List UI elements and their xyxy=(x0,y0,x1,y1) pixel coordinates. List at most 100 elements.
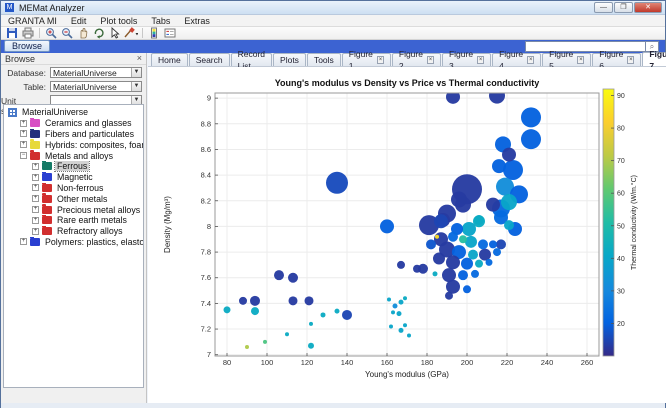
maximize-button[interactable]: ❐ xyxy=(614,2,633,13)
bubble[interactable] xyxy=(521,107,541,127)
tree-expander-icon[interactable]: + xyxy=(20,130,27,137)
bubble[interactable] xyxy=(503,160,523,180)
bubble[interactable] xyxy=(446,90,460,104)
bubble[interactable] xyxy=(403,296,407,300)
bubble[interactable] xyxy=(224,306,231,313)
bubble[interactable] xyxy=(342,310,352,320)
tree-expander-icon[interactable]: + xyxy=(20,141,27,148)
tree-expander-icon[interactable]: + xyxy=(32,206,39,213)
zoom-out-icon[interactable] xyxy=(59,27,74,39)
tree-item-materialuniverse[interactable]: MaterialUniverse xyxy=(4,107,143,118)
bubble[interactable] xyxy=(451,191,467,207)
bubble[interactable] xyxy=(397,261,405,269)
bubble[interactable] xyxy=(403,323,407,327)
bubble[interactable] xyxy=(433,271,438,276)
bubble[interactable] xyxy=(399,300,404,305)
bubble[interactable] xyxy=(407,333,411,337)
tree-item-hybrids-composites-foams-honeycombs-natu[interactable]: +Hybrids: composites, foams, honeycombs,… xyxy=(4,139,143,150)
bubble[interactable] xyxy=(393,303,398,308)
tree-item-precious-metal-alloys[interactable]: +Precious metal alloys xyxy=(4,204,143,215)
pan-icon[interactable] xyxy=(75,27,90,39)
bubble[interactable] xyxy=(486,259,493,266)
tree-item-rare-earth-metals[interactable]: +Rare earth metals xyxy=(4,215,143,226)
bubble[interactable] xyxy=(413,265,421,273)
bubble[interactable] xyxy=(433,252,445,264)
tab-close-icon[interactable]: × xyxy=(377,56,384,64)
chevron-down-icon[interactable]: ▼ xyxy=(131,68,141,77)
close-button[interactable]: ✕ xyxy=(634,2,662,13)
bubble[interactable] xyxy=(245,345,249,349)
tree-item-metals-and-alloys[interactable]: −Metals and alloys xyxy=(4,150,143,161)
data-cursor-icon[interactable] xyxy=(107,27,122,39)
bubble[interactable] xyxy=(309,322,313,326)
zoom-in-icon[interactable] xyxy=(43,27,58,39)
minimize-button[interactable]: — xyxy=(594,2,613,13)
tab-tools[interactable]: Tools xyxy=(307,53,341,66)
rotate-3d-icon[interactable] xyxy=(91,27,106,39)
tree-expander-icon[interactable]: + xyxy=(32,195,39,202)
tree-item-fibers-and-particulates[interactable]: +Fibers and particulates xyxy=(4,129,143,140)
bubble[interactable] xyxy=(446,255,460,269)
bubble[interactable] xyxy=(289,296,298,305)
chevron-down-icon[interactable]: ▼ xyxy=(131,82,141,91)
browse-button[interactable]: Browse xyxy=(4,40,50,52)
bubble[interactable] xyxy=(263,340,267,344)
bubble[interactable] xyxy=(380,219,394,233)
brush-icon[interactable] xyxy=(123,27,138,39)
tree-expander-icon[interactable]: + xyxy=(32,184,39,191)
bubble[interactable] xyxy=(274,270,284,280)
menu-item-extras[interactable]: Extras xyxy=(177,15,217,27)
bubble[interactable] xyxy=(285,332,289,336)
bubble[interactable] xyxy=(305,296,314,305)
bubble[interactable] xyxy=(463,285,471,293)
tree-item-other-metals[interactable]: +Other metals xyxy=(4,193,143,204)
insert-colorbar-icon[interactable] xyxy=(146,27,161,39)
field-combo-0[interactable]: MaterialUniverse▼ xyxy=(50,67,142,78)
bubble[interactable] xyxy=(496,239,506,249)
save-icon[interactable] xyxy=(4,27,19,39)
tab-close-icon[interactable]: × xyxy=(627,56,634,64)
tab-search[interactable]: Search xyxy=(189,53,230,66)
tab-close-icon[interactable]: × xyxy=(527,56,534,64)
bubble[interactable] xyxy=(486,198,500,212)
bubble[interactable] xyxy=(397,311,402,316)
bubble[interactable] xyxy=(250,296,260,306)
tree-expander-icon[interactable]: + xyxy=(20,238,27,245)
bubble[interactable] xyxy=(434,214,448,228)
bubble[interactable] xyxy=(459,235,467,243)
bubble[interactable] xyxy=(308,343,314,349)
bubble[interactable] xyxy=(399,328,404,333)
tree-expander-icon[interactable]: + xyxy=(32,228,39,235)
bubble[interactable] xyxy=(446,280,460,294)
bubble[interactable] xyxy=(471,270,479,278)
tree-expander-icon[interactable]: + xyxy=(32,174,39,181)
bubble[interactable] xyxy=(502,148,516,162)
bubble[interactable] xyxy=(335,309,340,314)
tab-figure-3[interactable]: Figure 3× xyxy=(442,53,491,66)
bubble[interactable] xyxy=(489,88,505,104)
menu-item-plot-tools[interactable]: Plot tools xyxy=(93,15,144,27)
bubble[interactable] xyxy=(478,239,488,249)
tab-home[interactable]: Home xyxy=(151,53,188,66)
bubble[interactable] xyxy=(474,215,484,225)
tree-expander-icon[interactable]: + xyxy=(20,120,27,127)
bubble[interactable] xyxy=(435,235,439,239)
tab-figure-7[interactable]: Figure 7× xyxy=(642,52,666,66)
bubble[interactable] xyxy=(458,270,468,280)
bubble[interactable] xyxy=(475,260,483,268)
bubble[interactable] xyxy=(492,159,506,173)
bubble[interactable] xyxy=(448,232,458,242)
tab-figure-5[interactable]: Figure 5× xyxy=(542,53,591,66)
tree-item-polymers-plastics-elastomers[interactable]: +Polymers: plastics, elastomers xyxy=(4,237,143,248)
bubble[interactable] xyxy=(326,172,348,194)
bubble[interactable] xyxy=(468,250,478,260)
bubble[interactable] xyxy=(493,248,501,256)
tree-item-ferrous[interactable]: +Ferrous xyxy=(4,161,143,172)
tab-figure-6[interactable]: Figure 6× xyxy=(592,53,641,66)
bubble[interactable] xyxy=(389,324,393,328)
tab-plots[interactable]: Plots xyxy=(273,53,306,66)
bubble[interactable] xyxy=(321,312,326,317)
field-combo-1[interactable]: MaterialUniverse▼ xyxy=(50,81,142,92)
bubble[interactable] xyxy=(434,232,448,246)
tree-item-ceramics-and-glasses[interactable]: +Ceramics and glasses xyxy=(4,118,143,129)
